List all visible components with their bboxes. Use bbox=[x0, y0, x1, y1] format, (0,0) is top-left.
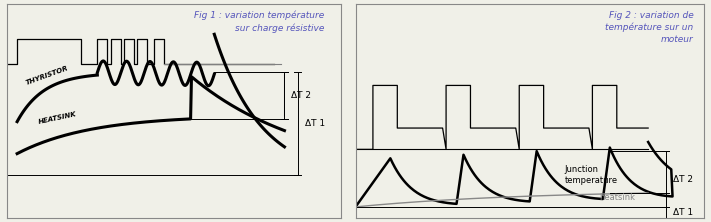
Text: THYRISTOR: THYRISTOR bbox=[25, 65, 69, 86]
Text: Junction
temperature: Junction temperature bbox=[565, 165, 618, 185]
Text: ΔT 2: ΔT 2 bbox=[292, 91, 311, 100]
Text: Fig 1 : variation température
sur charge résistive: Fig 1 : variation température sur charge… bbox=[194, 11, 324, 33]
Text: Fig 2 : variation de
température sur un
moteur: Fig 2 : variation de température sur un … bbox=[605, 11, 693, 44]
Text: heatsink: heatsink bbox=[599, 193, 636, 202]
Text: HEATSINK: HEATSINK bbox=[38, 111, 77, 125]
Text: ΔT 2: ΔT 2 bbox=[673, 174, 693, 184]
Text: ΔT 1: ΔT 1 bbox=[673, 208, 693, 217]
Text: ΔT 1: ΔT 1 bbox=[304, 119, 325, 128]
